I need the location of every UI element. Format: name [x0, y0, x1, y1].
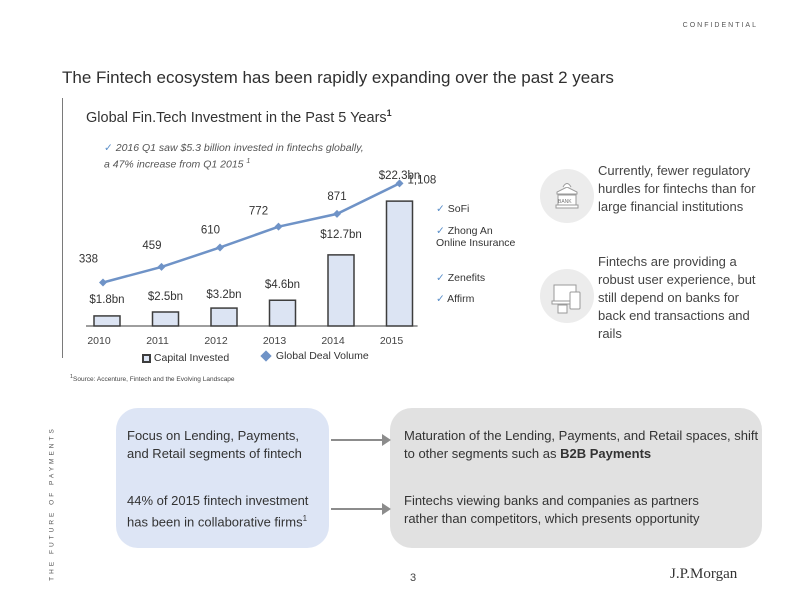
x-tick-2012: 2012	[204, 335, 228, 347]
arrow-top	[331, 439, 386, 441]
deal-volume-line	[102, 182, 401, 284]
deal-marker-2014	[333, 209, 341, 218]
deal-marker-2011	[157, 262, 166, 271]
x-tick-2013: 2013	[263, 335, 287, 347]
focus-text: Focus on Lending, Payments, and Retail s…	[127, 428, 302, 461]
bar-label-2012: $3.2bn	[206, 289, 241, 301]
maturation-text: Maturation of the Lending, Payments, and…	[404, 428, 759, 461]
bar-label-2011: $2.5bn	[148, 291, 183, 303]
bar-2014	[327, 254, 355, 327]
regulatory-text: Currently, fewer regulatory hurdles for …	[598, 163, 756, 214]
deal-marker-2015	[395, 179, 404, 188]
deal-label-2013: 772	[249, 206, 268, 218]
bar-label-2010: $1.8bn	[89, 294, 124, 306]
vertical-divider	[62, 98, 63, 358]
deal-label-2011: 459	[142, 240, 161, 252]
page-number: 3	[410, 572, 417, 584]
deal-label-2010: 338	[79, 254, 98, 266]
arrow-top-head	[382, 434, 391, 446]
bar-2013	[268, 299, 297, 327]
arrow-bottom-head	[382, 503, 391, 515]
x-tick-2010: 2010	[87, 335, 111, 347]
company-sofi: ✓ SoFi	[436, 203, 470, 215]
deal-marker-2012	[216, 243, 224, 252]
deal-label-2014: 871	[327, 191, 346, 203]
legend-capital: Capital Invested	[142, 352, 229, 364]
partners-text: Fintechs viewing banks and companies as …	[404, 493, 700, 526]
bar-label-2014: $12.7bn	[320, 229, 362, 241]
page-title: The Fintech ecosystem has been rapidly e…	[62, 68, 614, 87]
left-panel	[116, 408, 329, 548]
deal-label-2012: 610	[201, 224, 220, 236]
x-tick-2014: 2014	[321, 335, 345, 347]
x-tick-2011: 2011	[146, 335, 169, 347]
confidential-label: CONFIDENTIAL	[682, 22, 758, 29]
deal-marker-2010	[99, 278, 107, 287]
experience-text: Fintechs are providing a robust user exp…	[598, 254, 756, 341]
legend-capital-swatch	[142, 353, 151, 363]
bank-icon	[540, 169, 594, 223]
bar-label-2013: $4.6bn	[265, 279, 300, 291]
legend-deals-swatch	[260, 350, 272, 362]
company-affirm: ✓ Affirm	[436, 293, 475, 305]
x-tick-2015: 2015	[380, 335, 404, 347]
chart-note: ✓ 2016 Q1 saw $5.3 billion invested in f…	[104, 142, 364, 171]
source-note: 1Source: Accenture, Fintech and the Evol…	[70, 374, 235, 384]
jpmorgan-logo: J.P.Morgan	[670, 566, 738, 582]
bar-2010	[93, 315, 121, 327]
legend-deals: Global Deal Volume	[260, 350, 369, 362]
bar-label-2015: $22.3bn	[379, 170, 421, 182]
collab-text: 44% of 2015 fintech investment has been …	[127, 493, 309, 530]
deal-label-2015: 1,108	[408, 174, 437, 186]
deal-marker-2013	[274, 222, 283, 231]
company-zhongan: ✓ Zhong An Online Insurance	[436, 225, 516, 249]
bar-2012	[210, 307, 238, 327]
right-panel	[390, 408, 762, 548]
bar-2015	[385, 200, 414, 327]
bar-2011	[151, 311, 180, 327]
arrow-bottom	[331, 508, 386, 510]
chart-title: Global Fin.Tech Investment in the Past 5…	[86, 108, 392, 126]
devices-icon	[540, 269, 594, 323]
bank-icon-label: BANK	[558, 199, 572, 205]
company-zenefits: ✓ Zenefits	[436, 272, 486, 284]
